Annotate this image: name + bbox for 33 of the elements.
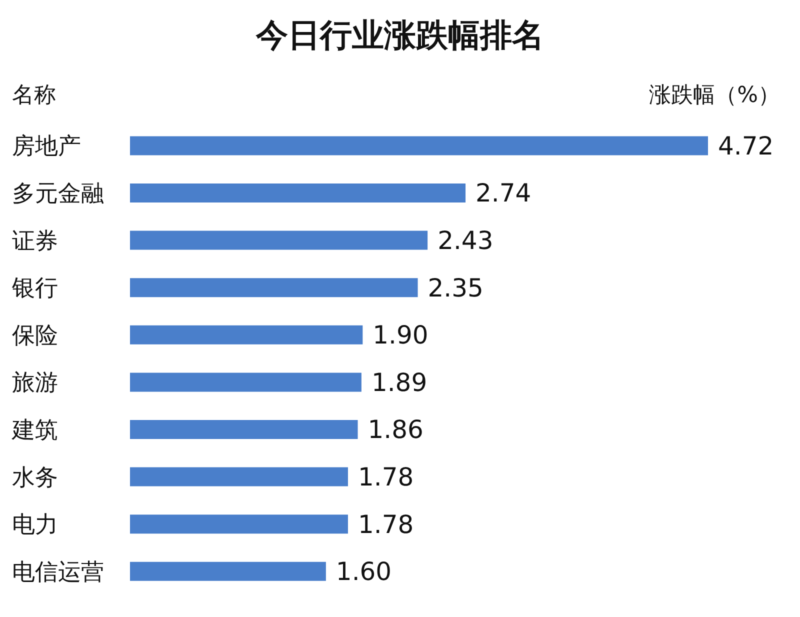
data-label: 1.86 [368, 415, 424, 444]
bar [130, 467, 348, 486]
data-label: 2.43 [438, 226, 494, 256]
bar [130, 372, 362, 392]
bar [130, 278, 418, 298]
bar [130, 562, 326, 581]
bar [130, 514, 348, 534]
y-tick-label: 电力 [12, 512, 58, 538]
y-tick-label: 电信运营 [12, 559, 104, 586]
y-axis-title: 名称 [12, 82, 56, 110]
bar [130, 136, 708, 156]
y-tick-label: 保险 [12, 322, 58, 349]
data-label: 4.72 [718, 131, 774, 160]
data-label: 1.78 [358, 462, 414, 492]
data-label: 1.60 [336, 557, 392, 586]
y-tick-label: 旅游 [12, 370, 58, 396]
y-tick-label: 银行 [11, 276, 58, 302]
data-label: 1.89 [371, 368, 428, 397]
x-axis-title: 涨跌幅（%） [649, 82, 780, 110]
bar [130, 183, 466, 202]
y-tick-label: 水务 [12, 464, 58, 491]
bar [130, 325, 363, 344]
y-tick-label: 多元金融 [12, 181, 104, 207]
data-label: 1.78 [358, 510, 414, 539]
bar [130, 420, 358, 439]
y-tick-label: 房地产 [12, 134, 81, 160]
bar [130, 230, 428, 250]
data-label: 2.35 [428, 273, 484, 302]
data-label: 2.74 [476, 178, 532, 208]
y-tick-label: 证券 [12, 228, 58, 254]
data-label: 1.90 [372, 320, 428, 350]
y-tick-label: 建筑 [11, 418, 58, 444]
chart-title: 今日行业涨跌幅排名 [254, 15, 545, 56]
